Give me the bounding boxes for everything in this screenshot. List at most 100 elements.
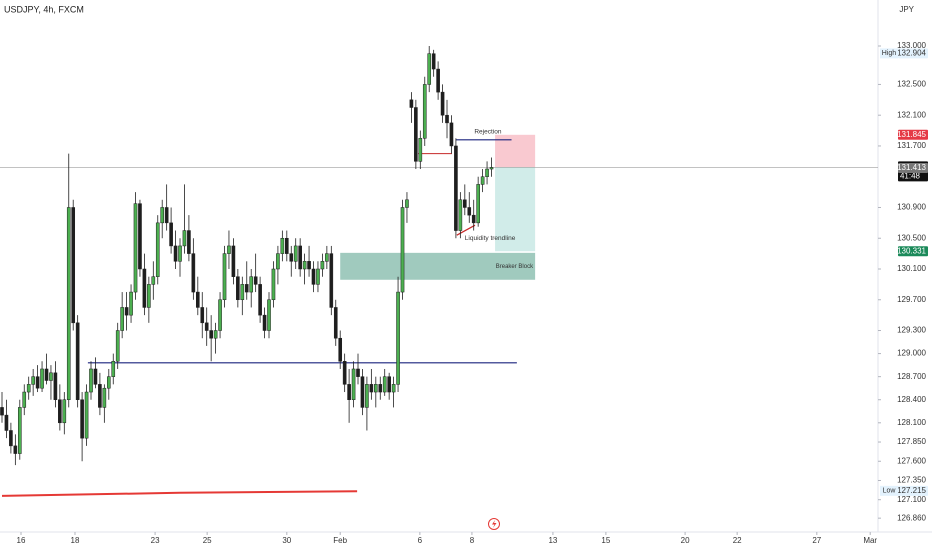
candle-body bbox=[62, 399, 67, 424]
candle-body bbox=[289, 253, 294, 262]
price-tag bbox=[898, 485, 928, 496]
candle-body bbox=[258, 284, 262, 316]
candle-body bbox=[71, 207, 76, 324]
candle-body bbox=[120, 307, 124, 331]
y-tick-label: 131.700 bbox=[897, 141, 926, 150]
candle-body bbox=[111, 361, 116, 377]
candle-body bbox=[13, 445, 18, 454]
x-tick-label: 27 bbox=[812, 536, 821, 545]
candle-body bbox=[9, 430, 13, 447]
y-tick-label: 127.100 bbox=[897, 495, 926, 504]
candle-body bbox=[445, 114, 449, 124]
x-tick-label: Mar bbox=[863, 536, 877, 545]
x-tick-label: 25 bbox=[203, 536, 212, 545]
candle-body bbox=[356, 368, 360, 377]
candle-body bbox=[106, 376, 111, 389]
candle-body bbox=[191, 253, 196, 293]
candle-body bbox=[374, 384, 378, 393]
candle-body bbox=[0, 407, 4, 416]
moving-average bbox=[1, 490, 358, 497]
candle-body bbox=[276, 253, 280, 270]
candle-body bbox=[427, 53, 432, 85]
x-tick-label: 15 bbox=[601, 536, 610, 545]
events-icon[interactable] bbox=[488, 518, 500, 530]
candle-body bbox=[485, 168, 489, 177]
plot: Breaker Block Rejection Liquidity trendlin… bbox=[0, 45, 878, 497]
price-tag-name: High bbox=[882, 50, 897, 57]
candle-body bbox=[44, 368, 49, 381]
candle-body bbox=[329, 253, 334, 308]
candle-body bbox=[240, 284, 245, 301]
candle-body bbox=[471, 214, 476, 224]
candle-body bbox=[440, 91, 445, 116]
candle-body bbox=[35, 376, 40, 389]
candle-body bbox=[22, 391, 27, 408]
x-tick-label: 18 bbox=[71, 536, 80, 545]
candle-body bbox=[298, 245, 302, 270]
candle-body bbox=[400, 207, 405, 293]
candle-body bbox=[31, 376, 35, 385]
liquidity-trendline bbox=[456, 224, 476, 236]
y-tick-label: 129.700 bbox=[897, 295, 926, 304]
chart-title: USDJPY, 4h, FXCM bbox=[4, 4, 84, 14]
candle-body bbox=[160, 207, 165, 224]
candle-body bbox=[338, 337, 343, 362]
candle-body bbox=[187, 230, 191, 254]
candle-body bbox=[75, 322, 80, 400]
candle-body bbox=[436, 68, 440, 93]
x-tick-label: Feb bbox=[333, 536, 347, 545]
candle-body bbox=[155, 222, 160, 277]
y-tick-label: 128.100 bbox=[897, 418, 926, 427]
price-tag-label: 132.904 bbox=[897, 48, 926, 57]
candle-body bbox=[302, 261, 307, 270]
candle-body bbox=[262, 314, 267, 331]
price-tag-name-bg bbox=[880, 48, 898, 59]
candle-body bbox=[378, 384, 383, 393]
candle-body bbox=[463, 199, 467, 208]
price-tag-name: Low bbox=[883, 488, 897, 495]
candle-body bbox=[293, 245, 298, 262]
candle-body bbox=[26, 384, 31, 393]
price-tag bbox=[898, 129, 928, 140]
candle-body bbox=[204, 322, 209, 331]
candle-body bbox=[66, 207, 71, 400]
candle-body bbox=[4, 414, 9, 431]
price-tag-name-bg bbox=[880, 485, 898, 496]
candle-body bbox=[249, 276, 254, 293]
candle-body bbox=[414, 107, 418, 162]
candle-body bbox=[396, 291, 400, 385]
candle-body bbox=[418, 138, 423, 162]
candle-body bbox=[80, 399, 84, 439]
candle-body bbox=[147, 284, 151, 308]
candle-body bbox=[458, 199, 463, 231]
candle-body bbox=[422, 84, 427, 139]
y-tick-label: 126.860 bbox=[897, 513, 926, 522]
price-tag-label: 131.413 bbox=[897, 163, 926, 172]
candle-body bbox=[138, 203, 142, 270]
y-tick-label: 130.900 bbox=[897, 203, 926, 212]
candle-body bbox=[467, 207, 472, 216]
candle-body bbox=[360, 376, 365, 408]
candle-body bbox=[476, 184, 480, 224]
candle-body bbox=[124, 307, 129, 316]
candle-body bbox=[129, 291, 133, 316]
candle-body bbox=[280, 237, 285, 254]
candle-body bbox=[49, 372, 53, 381]
rejection-label: Rejection bbox=[474, 129, 501, 136]
y-tick-label: 132.500 bbox=[897, 80, 926, 89]
candle-body bbox=[218, 299, 222, 331]
candle-body bbox=[342, 361, 347, 385]
candle-body bbox=[231, 245, 236, 277]
candle-body bbox=[405, 199, 409, 208]
candle-body bbox=[480, 176, 485, 185]
candle-body bbox=[53, 372, 58, 400]
y-tick-label: 130.100 bbox=[897, 264, 926, 273]
candle-body bbox=[89, 368, 93, 393]
candle-body bbox=[115, 330, 120, 362]
y-tick-label: 132.100 bbox=[897, 110, 926, 119]
candle-body bbox=[449, 122, 454, 147]
x-tick-label: 30 bbox=[282, 536, 291, 545]
y-tick-label: 133.000 bbox=[897, 41, 926, 50]
